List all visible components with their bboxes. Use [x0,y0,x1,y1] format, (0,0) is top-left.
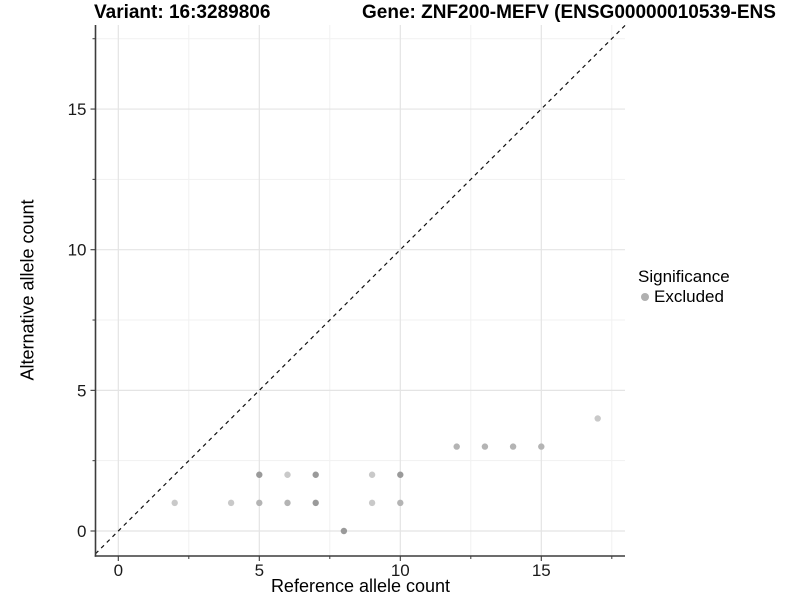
data-point [453,443,460,450]
legend-item-label: Excluded [654,287,724,306]
data-point [171,499,178,507]
data-point [340,527,348,535]
y-tick-label: 10 [68,241,87,260]
x-tick-label: 5 [255,561,264,580]
legend-title: Significance [638,267,730,286]
data-point [594,415,601,422]
data-point [397,499,404,507]
data-point [538,443,545,450]
legend-point-icon [641,293,649,301]
data-point [227,499,235,507]
plot-title-gene: Gene: ZNF200-MEFV (ENSG00000010539-ENS [362,2,776,23]
y-tick-label: 5 [77,381,86,400]
legend-item-excluded: Excluded [638,287,730,307]
x-tick-labels: 0 5 10 15 [114,561,551,580]
data-point [284,471,291,478]
legend: Significance Excluded [638,266,730,307]
major-gridlines [95,25,625,556]
identity-line [95,24,626,555]
data-point [284,499,291,507]
tick-marks [90,38,613,561]
y-axis-title: Alternative allele count [17,199,38,381]
data-point [256,499,263,507]
plot-title-variant: Variant: 16:3289806 [94,2,271,23]
data-point [481,443,489,450]
data-point [312,499,319,507]
x-tick-label: 0 [114,561,123,580]
y-tick-labels: 0 5 10 15 [68,100,87,541]
y-tick-label: 15 [68,100,87,119]
data-point [368,499,376,507]
x-tick-label: 15 [532,561,551,580]
data-point [312,471,319,478]
data-point [509,443,517,450]
data-point [368,471,376,478]
data-point [397,471,404,478]
data-point [256,471,263,478]
minor-gridlines [95,25,625,556]
x-axis-title: Reference allele count [270,576,451,596]
data-points [171,415,601,535]
x-tick-label: 10 [391,561,410,580]
y-tick-label: 0 [77,522,86,541]
axis-lines [94,25,625,557]
